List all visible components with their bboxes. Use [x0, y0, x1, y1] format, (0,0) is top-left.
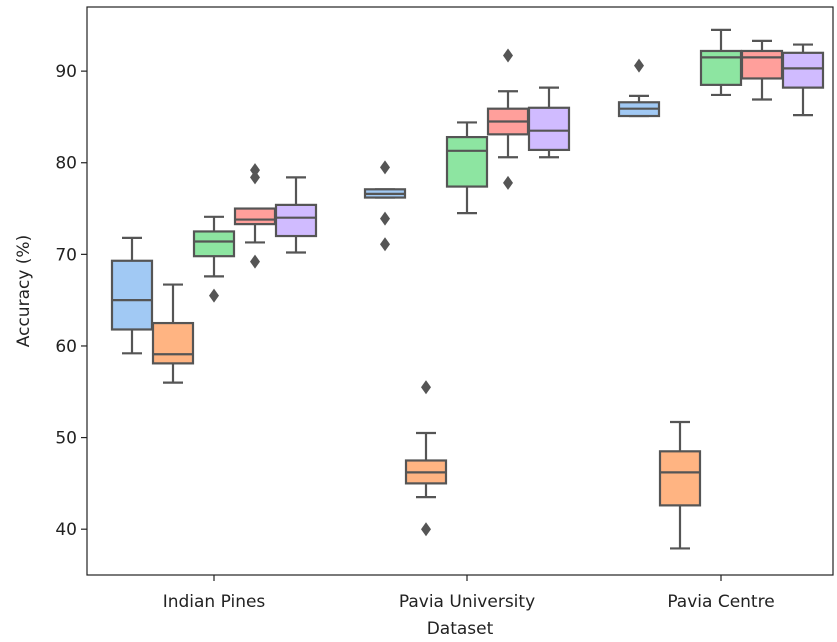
box-2-2: [699, 28, 743, 97]
box-3-1: [486, 48, 530, 190]
box-1-1: [404, 380, 448, 537]
box-iqr: [110, 259, 154, 331]
plot-area: [110, 28, 825, 550]
outlier-point: [380, 211, 390, 226]
outlier-point: [250, 163, 260, 178]
box-iqr: [192, 230, 236, 258]
box-iqr: [151, 321, 195, 365]
box-0-0: [110, 236, 154, 355]
axis-ticks: 40 50 60 70 80 90 Indian Pines Pavia University…: [55, 62, 774, 612]
outlier-point: [634, 58, 644, 73]
box-2-1: [445, 121, 489, 215]
box-0-2: [617, 58, 661, 118]
outlier-point: [209, 288, 219, 303]
box-0-1: [363, 160, 407, 252]
outlier-point: [250, 254, 260, 269]
box-1-2: [658, 420, 702, 550]
y-axis-title: Accuracy (%): [14, 235, 34, 347]
box-iqr: [740, 49, 784, 80]
box-3-0: [233, 163, 277, 269]
box-iqr: [274, 203, 318, 238]
box-4-2: [781, 43, 825, 117]
outlier-point: [250, 170, 260, 185]
outlier-point: [421, 522, 431, 537]
x-axis-title: Dataset: [427, 619, 494, 639]
box-3-2: [740, 39, 784, 101]
x-tick-label: Pavia University: [399, 592, 535, 612]
outlier-point: [503, 175, 513, 190]
box-4-1: [527, 86, 571, 159]
outlier-point: [380, 237, 390, 252]
y-tick-label: 40: [55, 520, 77, 540]
y-tick-label: 60: [55, 337, 77, 357]
y-tick-label: 50: [55, 429, 77, 449]
plot-frame: [86, 6, 834, 576]
x-tick-label: Indian Pines: [163, 592, 266, 612]
box-iqr: [527, 106, 571, 152]
box-4-0: [274, 176, 318, 254]
box-iqr: [445, 135, 489, 188]
x-tick-label: Pavia Centre: [667, 592, 774, 612]
y-tick-label: 70: [55, 245, 77, 265]
box-iqr: [233, 207, 277, 226]
outlier-point: [503, 48, 513, 63]
y-tick-label: 90: [55, 62, 77, 82]
box-iqr: [699, 49, 743, 86]
box-2-0: [192, 215, 236, 303]
box-1-0: [151, 283, 195, 384]
box-iqr: [781, 51, 825, 89]
outlier-point: [380, 160, 390, 175]
y-tick-label: 80: [55, 154, 77, 174]
box-iqr: [658, 450, 702, 507]
outlier-point: [421, 380, 431, 395]
